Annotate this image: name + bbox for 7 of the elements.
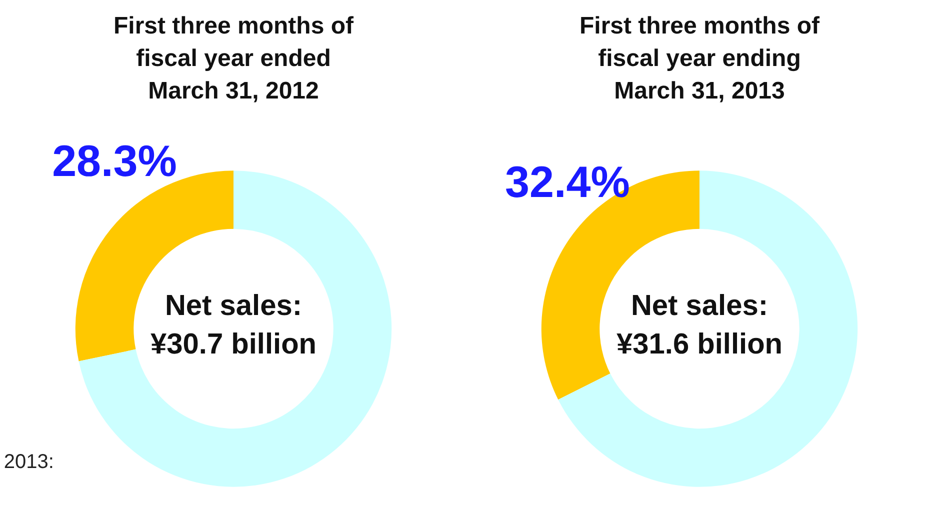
chart-title: First three months of fiscal year ended March 31, 2012 <box>113 12 355 104</box>
text: Net sales: ¥30.7 billion <box>150 290 316 361</box>
chart-title: First three months of fiscal year ending March 31, 2013 <box>579 12 821 104</box>
data-label: 28.3% <box>52 136 177 186</box>
data-label: 32.4% <box>505 158 630 207</box>
text: Net sales: ¥31.6 billion <box>616 290 782 361</box>
text: 2013: <box>4 450 54 473</box>
